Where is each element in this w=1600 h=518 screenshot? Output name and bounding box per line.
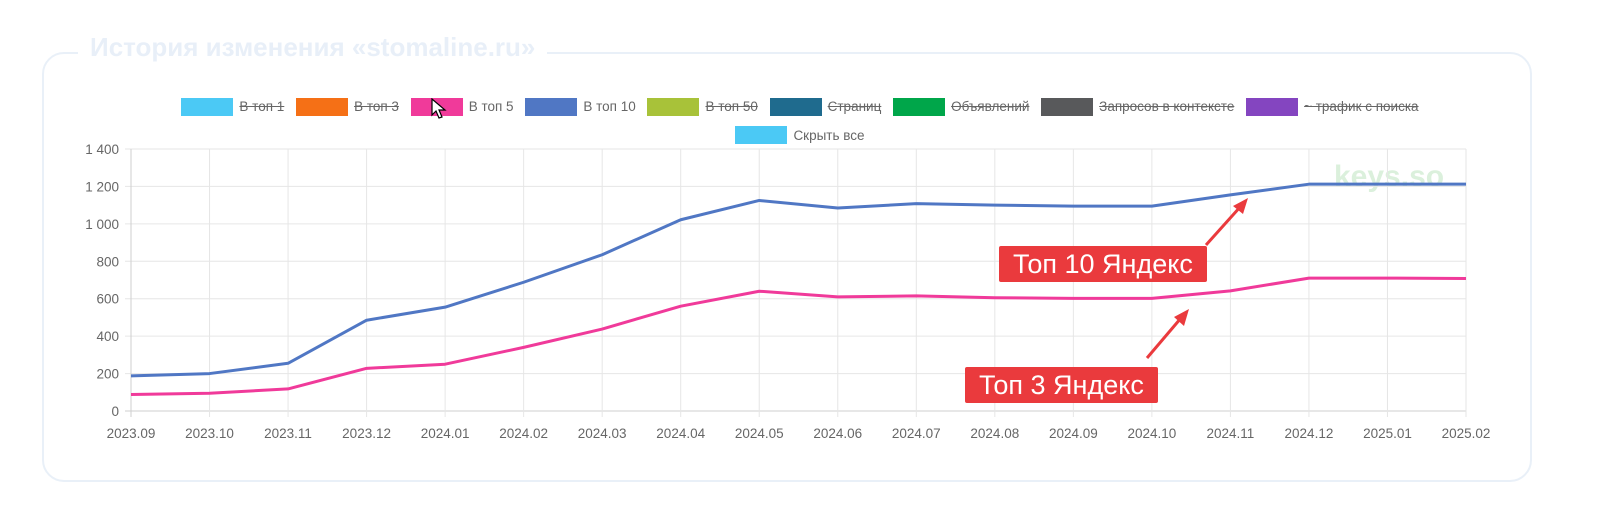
annotation-top10-label: Топ 10 Яндекс <box>999 246 1207 282</box>
x-tick-label: 2025.02 <box>1442 426 1491 441</box>
watermark-logo: keys.so <box>1334 160 1445 193</box>
legend-item-top3[interactable]: В топ 3 <box>296 92 399 120</box>
x-tick-label: 2024.01 <box>421 426 470 441</box>
legend-swatch <box>647 97 700 116</box>
y-tick-label: 400 <box>96 329 119 344</box>
x-axis-ticks: 2023.09 2023.10 2023.11 2023.12 2024.01 2024.… <box>107 426 1491 441</box>
legend-swatch <box>1041 97 1094 116</box>
legend-swatch <box>296 97 349 116</box>
legend-swatch <box>735 126 788 145</box>
legend-item-ads[interactable]: Объявлений <box>893 92 1029 120</box>
legend-label: В топ 50 <box>705 99 758 115</box>
legend-swatch <box>525 97 578 116</box>
x-tick-label: 2024.05 <box>735 426 784 441</box>
legend-swatch <box>893 97 946 116</box>
legend-label: Страниц <box>827 99 882 115</box>
x-tick-label: 2024.10 <box>1127 426 1176 441</box>
legend-label: Запросов в контексте <box>1099 99 1235 115</box>
legend-label: Объявлений <box>951 99 1030 115</box>
x-tick-label: 2024.03 <box>578 426 627 441</box>
legend-label: В топ 5 <box>468 99 514 115</box>
legend-swatch <box>1246 97 1299 116</box>
legend-swatch <box>181 97 234 116</box>
x-tick-label: 2023.12 <box>342 426 391 441</box>
y-tick-label: 800 <box>96 254 119 269</box>
x-tick-label: 2024.09 <box>1049 426 1098 441</box>
annotation-top3-label: Топ 3 Яндекс <box>965 367 1158 403</box>
annotation-arrows <box>1145 198 1248 359</box>
annotation-arrowhead-top3 <box>1174 309 1189 326</box>
chart-panel <box>42 52 1532 482</box>
legend-label: В топ 3 <box>354 99 399 115</box>
x-tick-label: 2023.09 <box>107 426 156 441</box>
y-tick-label: 0 <box>111 404 119 419</box>
x-tick-label: 2024.08 <box>970 426 1019 441</box>
y-axis-ticks: 0 200 400 600 800 1 000 1 200 1 400 <box>85 142 119 419</box>
chart-series <box>130 182 1467 397</box>
y-tick-label: 600 <box>96 292 119 307</box>
x-tick-label: 2024.11 <box>1207 426 1255 441</box>
x-tick-label: 2024.07 <box>892 426 941 441</box>
legend-label: В топ 1 <box>239 99 285 115</box>
x-tick-label: 2025.01 <box>1363 426 1412 441</box>
legend-swatch <box>769 97 822 116</box>
x-tick-label: 2024.12 <box>1285 426 1334 441</box>
x-tick-label: 2024.06 <box>813 426 862 441</box>
legend-item-context-queries[interactable]: Запросов в контексте <box>1041 92 1234 120</box>
x-tick-label: 2024.02 <box>499 426 548 441</box>
legend-item-top1[interactable]: В топ 1 <box>181 92 284 120</box>
legend-item-top10[interactable]: В топ 10 <box>525 92 636 120</box>
x-tick-label: 2024.04 <box>656 426 705 441</box>
legend-row-1: В топ 1 В топ 3 В топ 5 В топ 10 В топ 5… <box>0 92 1600 120</box>
annotation-arrow-top10 <box>1204 204 1243 247</box>
legend-item-hide-all[interactable]: Скрыть все <box>735 121 865 149</box>
chart-legend: В топ 1 В топ 3 В топ 5 В топ 10 В топ 5… <box>0 92 1600 149</box>
y-tick-label: 1 400 <box>85 142 119 157</box>
legend-item-search-traffic[interactable]: ~ трафик с поиска <box>1246 92 1419 120</box>
legend-label: ~ трафик с поиска <box>1304 99 1419 115</box>
y-tick-label: 200 <box>96 367 119 382</box>
legend-label: Скрыть все <box>793 127 865 143</box>
series-line-1 <box>130 276 1467 397</box>
mouse-cursor-icon <box>431 98 447 119</box>
y-tick-label: 1 000 <box>85 217 119 232</box>
series-line-0 <box>130 182 1466 378</box>
legend-row-2: Скрыть все <box>0 120 1600 148</box>
panel-title: История изменения «stomaline.ru» <box>78 32 548 63</box>
annotation-arrow-top3 <box>1145 317 1183 359</box>
x-tick-label: 2023.11 <box>264 426 312 441</box>
x-tick-label: 2023.10 <box>185 426 234 441</box>
legend-item-pages[interactable]: Страниц <box>769 92 882 120</box>
legend-item-top50[interactable]: В топ 50 <box>647 92 758 120</box>
y-tick-label: 1 200 <box>85 179 119 194</box>
legend-label: В топ 10 <box>583 99 636 115</box>
annotation-arrowhead-top10 <box>1233 198 1248 214</box>
